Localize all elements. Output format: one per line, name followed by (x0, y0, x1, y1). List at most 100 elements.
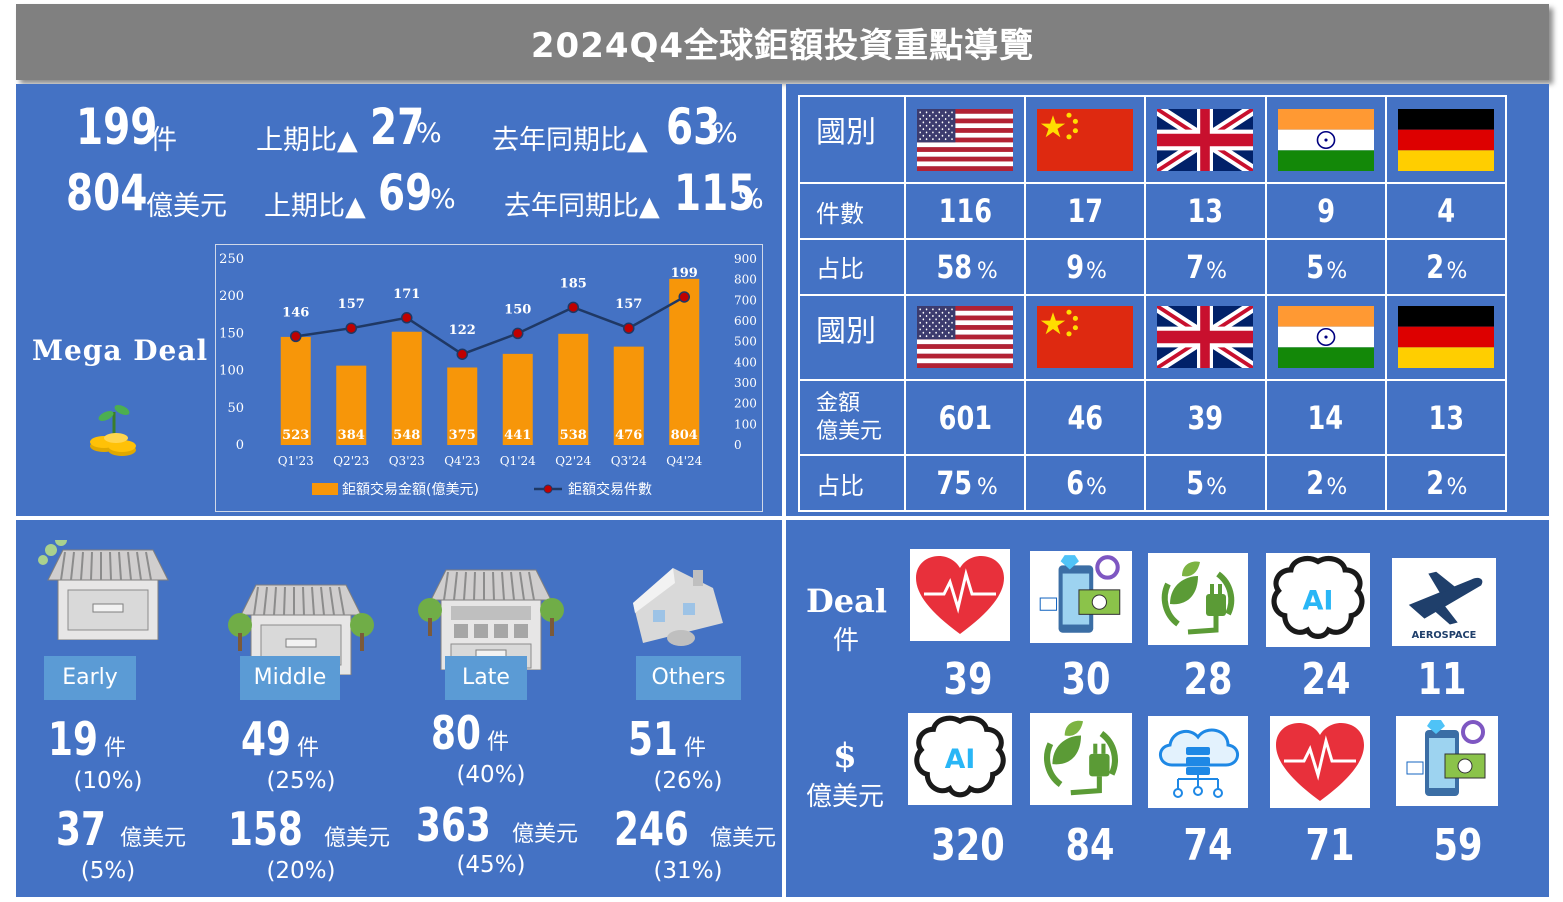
bar (613, 346, 644, 445)
in-flag-icon (1277, 108, 1374, 171)
legend-line-marker (543, 484, 553, 494)
de-flag-icon (1397, 108, 1494, 171)
country-amount-share: 6% (1024, 454, 1147, 512)
country-count-share: 5% (1264, 238, 1387, 296)
stage-count: 51 件 (628, 712, 768, 766)
x-axis-tick: Q3'23 (389, 454, 425, 468)
uk-flag-icon (1157, 306, 1254, 369)
deal-count-value: 24 (1301, 654, 1351, 705)
green-energy-icon (1148, 553, 1248, 645)
bar (502, 353, 533, 445)
bar-value-label: 538 (560, 428, 587, 443)
deal-amount-value: 84 (1065, 820, 1115, 871)
bar-value-label: 804 (671, 428, 698, 443)
amount-yoy-value: 115 (674, 164, 756, 222)
count-qoq-label: 上期比▲ (256, 125, 358, 156)
deal-count-label: Deal 件 (806, 582, 887, 657)
country-header-2: 國別 (798, 293, 906, 382)
stage-count-unit: 件 (297, 736, 320, 761)
flag-cell (1384, 94, 1508, 185)
amount-qoq-unit: % (430, 184, 456, 215)
stage-count: 80 件 (431, 706, 571, 760)
stage-count: 19 件 (48, 712, 188, 766)
country-header-1: 國別 (798, 94, 906, 185)
stage-count-pct: (26%) (653, 768, 723, 794)
right-axis-tick: 600 (734, 314, 757, 328)
stage-amount-unit: 億美元 (324, 826, 391, 851)
amount-label-line1: 金額 (816, 390, 861, 416)
country-amount: 13 (1384, 379, 1508, 457)
legend-bar-label: 鉅額交易金額(億美元) (342, 481, 479, 498)
country-table: 國別 件數 116 17 13 9 4 占比 58% 9% 7% 5% 2% 國… (798, 94, 1508, 512)
stage-label-middle: Middle (240, 656, 340, 700)
stage-amount-unit: 億美元 (710, 826, 777, 851)
deal-unit: 件 (832, 626, 859, 656)
line-value-label: 157 (338, 297, 365, 312)
amount-label-line2: 億美元 (816, 418, 883, 444)
bar (336, 365, 367, 445)
us-flag-icon (917, 306, 1014, 369)
country-amount: 14 (1264, 379, 1387, 457)
fintech-phone-icon (1030, 551, 1132, 643)
amount-unit: 億美元 (805, 782, 884, 812)
fintech-phone-icon (1396, 716, 1498, 806)
count-label: 件數 (798, 182, 906, 241)
amount-yoy-unit: % (738, 184, 764, 215)
country-count-share: 7% (1144, 238, 1267, 296)
amount-qoq-value: 69 (378, 164, 433, 222)
bar-value-label: 375 (449, 428, 476, 443)
line-point (290, 330, 302, 343)
stage-count-unit: 件 (684, 736, 707, 761)
ai-brain-icon: AI (1266, 553, 1370, 647)
stage-count-pct: (40%) (456, 762, 526, 788)
stage-amount-pct: (20%) (266, 858, 336, 884)
count-qoq-unit: % (416, 118, 442, 149)
line-value-label: 199 (671, 266, 698, 281)
deal-amount-unit: 億美元 (146, 191, 227, 222)
right-axis-tick: 200 (734, 397, 757, 411)
flag-cell (1264, 94, 1387, 185)
right-axis-tick: 400 (734, 355, 757, 369)
ai-brain-icon: AI (908, 713, 1012, 805)
left-axis-tick: 0 (236, 438, 244, 453)
stage-amount-pct: (45%) (456, 852, 526, 878)
mega-deal-chart: 0 50 100 150 200 250 0 100 200 300 400 500 600 700 800… (215, 244, 763, 512)
stage-label-late: Late (445, 656, 527, 700)
bar (558, 333, 589, 445)
country-count-share: 2% (1384, 238, 1508, 296)
x-axis-tick: Q2'23 (333, 454, 369, 468)
svg-text:AEROSPACE: AEROSPACE (1412, 630, 1477, 641)
left-axis-tick: 100 (219, 364, 244, 379)
amount-share-label: 占比 (798, 454, 906, 512)
stage-count-value: 80 (431, 706, 481, 760)
bar-value-label: 441 (504, 428, 531, 443)
bar (280, 336, 311, 445)
flag-cell (1264, 293, 1387, 382)
bar (447, 367, 478, 445)
stage-count: 49 件 (241, 712, 381, 766)
early-stage-shop-icon (33, 534, 183, 644)
flag-cell (903, 94, 1027, 185)
amount-qoq-label: 上期比▲ (264, 191, 366, 222)
stage-amount: 158 億美元 (228, 802, 398, 856)
svg-text:AI: AI (945, 744, 975, 775)
bar (391, 331, 422, 445)
deal-amount-value: 71 (1305, 820, 1355, 871)
country-count: 9 (1264, 182, 1387, 241)
uk-flag-icon (1157, 108, 1254, 171)
line-value-label: 150 (504, 302, 531, 317)
country-count: 4 (1384, 182, 1508, 241)
flag-cell (903, 293, 1027, 382)
country-amount: 39 (1144, 379, 1267, 457)
line-point (456, 348, 468, 360)
x-axis-tick: Q4'24 (666, 454, 702, 468)
country-count-share: 9% (1024, 238, 1147, 296)
green-energy-icon (1030, 713, 1132, 805)
heart-pulse-icon (1270, 716, 1370, 808)
line-value-label: 157 (615, 297, 642, 312)
page-title: 2024Q4全球鉅額投資重點導覽 (530, 25, 1035, 66)
line-point (567, 301, 579, 314)
stage-label-early: Early (44, 656, 136, 700)
stage-amount-pct: (5%) (80, 858, 136, 884)
deal-count-unit: 件 (150, 125, 177, 156)
